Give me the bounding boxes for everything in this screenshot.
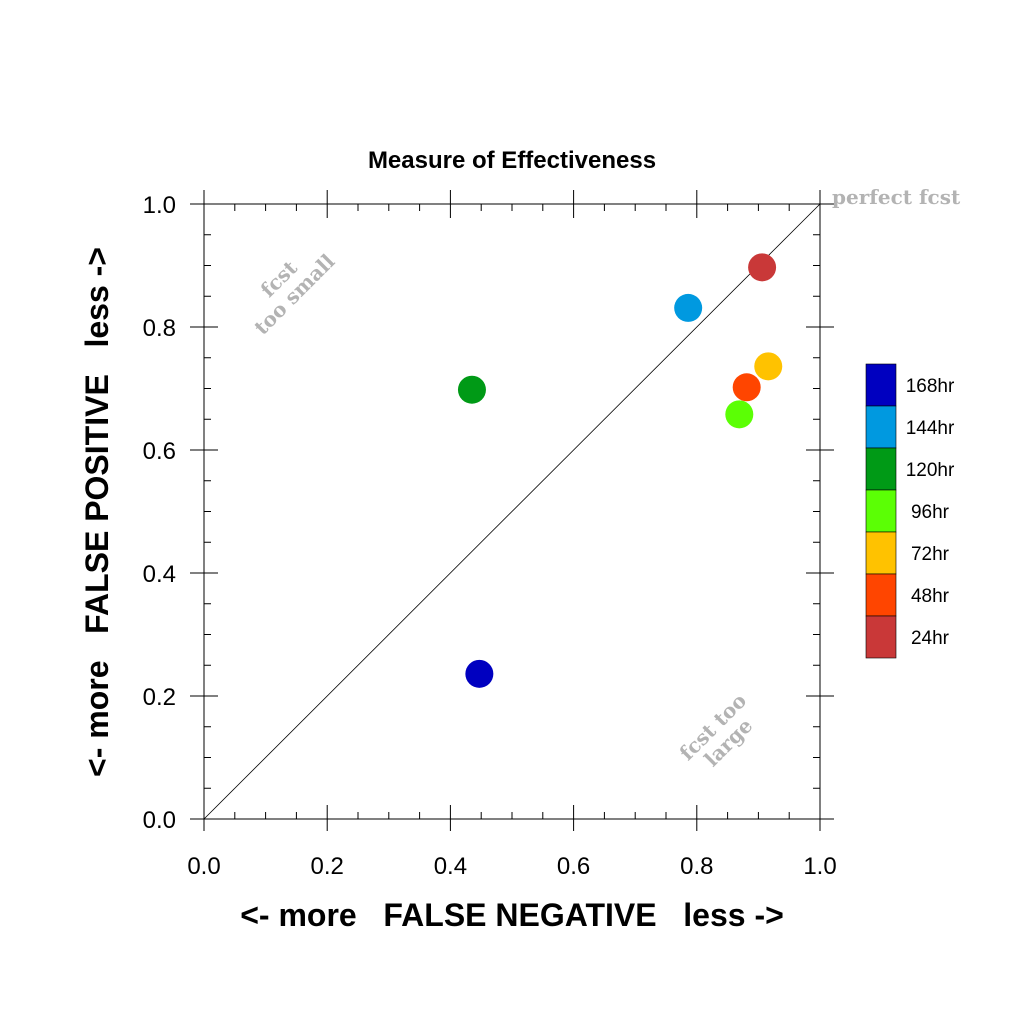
legend-label: 96hr <box>911 502 950 523</box>
y-tick-label: 0.8 <box>143 315 176 342</box>
annotation-perfect-fcst: perfect fcst <box>832 185 961 209</box>
x-tick-label: 0.2 <box>311 853 344 880</box>
legend-swatch-144hr <box>865 405 897 449</box>
point-24hr <box>748 253 777 282</box>
annotation-too-small-line2: too small <box>249 249 339 339</box>
legend-swatch-168hr <box>865 363 897 407</box>
x-tick-label: 1.0 <box>803 853 836 880</box>
y-tick-label: 0.0 <box>143 807 176 834</box>
point-48hr <box>732 373 761 402</box>
point-72hr <box>754 352 783 381</box>
x-tick-label: 0.4 <box>434 853 467 880</box>
point-144hr <box>674 293 703 322</box>
x-tick-label: 0.8 <box>680 853 713 880</box>
chart-title: Measure of Effectiveness <box>368 147 656 174</box>
point-168hr <box>465 659 494 688</box>
point-96hr <box>725 400 754 429</box>
perfect-forecast-diagonal <box>203 203 821 820</box>
legend-label: 24hr <box>911 628 950 649</box>
legend-label: 144hr <box>906 418 955 439</box>
annotation-too-small: fcst too small <box>249 249 339 339</box>
x-axis-ticks <box>203 190 821 831</box>
legend-label: 72hr <box>911 544 950 565</box>
y-tick-labels: 0.0 0.2 0.4 0.6 0.8 1.0 <box>143 192 176 834</box>
y-tick-label: 0.4 <box>143 561 176 588</box>
point-120hr <box>457 375 486 404</box>
legend-swatch-48hr <box>865 573 897 617</box>
x-axis-label: <- more FALSE NEGATIVE less -> <box>240 897 784 933</box>
y-axis-label: <- more FALSE POSITIVE less -> <box>79 247 115 777</box>
y-tick-label: 0.2 <box>143 684 176 711</box>
data-points <box>457 253 783 688</box>
x-tick-labels: 0.0 0.2 0.4 0.6 0.8 1.0 <box>187 853 836 880</box>
legend-label: 168hr <box>906 376 955 397</box>
y-axis-ticks <box>190 203 834 820</box>
y-tick-label: 1.0 <box>143 192 176 219</box>
legend-swatch-24hr <box>865 615 897 659</box>
legend: 168hr 144hr 120hr 96hr 72hr 48hr 24hr <box>865 363 955 659</box>
legend-swatch-120hr <box>865 447 897 491</box>
legend-label: 120hr <box>906 460 955 481</box>
plot-area <box>190 190 834 831</box>
legend-swatch-72hr <box>865 531 897 575</box>
legend-swatch-96hr <box>865 489 897 533</box>
x-tick-label: 0.6 <box>557 853 590 880</box>
legend-label: 48hr <box>911 586 950 607</box>
y-tick-label: 0.6 <box>143 438 176 465</box>
annotation-too-large: fcst too large <box>675 689 758 772</box>
x-tick-label: 0.0 <box>187 853 220 880</box>
